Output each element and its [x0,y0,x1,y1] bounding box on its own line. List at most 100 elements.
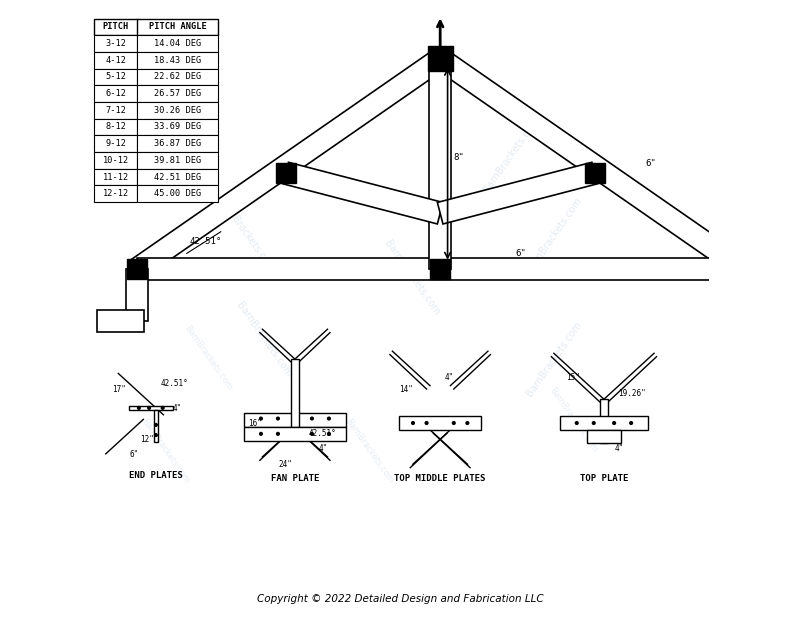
Bar [94,19,218,35]
Text: 11-12: 11-12 [102,172,129,182]
Text: 16": 16" [248,420,262,428]
Circle shape [259,433,262,435]
Bar [138,119,218,135]
Text: BarnBrackets.com: BarnBrackets.com [234,300,294,379]
Circle shape [412,421,414,425]
Polygon shape [131,49,446,278]
Text: 4": 4" [318,444,327,453]
Polygon shape [244,427,346,441]
Circle shape [592,421,595,425]
Text: 15": 15" [566,373,580,382]
Circle shape [154,423,158,426]
Text: END PLATES: END PLATES [129,472,182,480]
Text: 45.00 DEG: 45.00 DEG [154,189,201,198]
Polygon shape [138,258,743,280]
Text: 42.51°: 42.51° [190,237,222,245]
Text: 8-12: 8-12 [106,122,126,132]
Bar [138,69,218,85]
Bar [138,152,218,169]
Polygon shape [129,406,173,410]
Circle shape [148,407,150,409]
Bar [94,69,138,85]
Text: BarnBrackets.com: BarnBrackets.com [525,319,584,398]
Bar [138,135,218,152]
Text: 24": 24" [278,460,293,468]
Text: 3-12: 3-12 [106,39,126,48]
Polygon shape [154,410,158,442]
Circle shape [259,417,262,420]
Circle shape [466,421,469,425]
Circle shape [277,417,279,420]
Circle shape [138,407,140,409]
Bar [94,135,138,152]
Text: 30.26 DEG: 30.26 DEG [154,106,201,115]
Bar [428,46,453,71]
Bar [94,152,138,169]
Text: 9-12: 9-12 [106,139,126,148]
Polygon shape [434,49,750,278]
Bar [138,52,218,69]
Bar [733,259,753,279]
Circle shape [162,407,164,409]
Text: BarnBrackets.com: BarnBrackets.com [216,195,275,274]
Bar [138,85,218,102]
Bar [94,102,138,119]
Polygon shape [587,430,621,444]
Bar [94,185,138,202]
Circle shape [327,433,330,435]
Text: 42.51 DEG: 42.51 DEG [154,172,201,182]
Polygon shape [600,399,608,444]
Bar [138,35,218,52]
Polygon shape [97,310,143,332]
Text: 42.51°: 42.51° [161,379,188,388]
Bar [585,163,605,183]
Text: 19.26": 19.26" [618,389,646,397]
Text: BarnBrackets.com: BarnBrackets.com [382,239,442,318]
Bar [138,169,218,185]
Text: 12": 12" [140,435,154,444]
Text: BarnBrackets.com: BarnBrackets.com [139,417,191,485]
Polygon shape [429,59,451,269]
Bar [94,85,138,102]
Text: 4": 4" [445,373,454,382]
Circle shape [310,433,314,435]
Circle shape [310,417,314,420]
Bar [138,102,218,119]
Bar [276,163,295,183]
Text: 26.57 DEG: 26.57 DEG [154,89,201,98]
Text: 10-12: 10-12 [102,156,129,165]
Text: 4-12: 4-12 [106,56,126,65]
Text: BarnBrackets.com: BarnBrackets.com [182,324,234,392]
Polygon shape [438,163,598,224]
Text: TOP PLATE: TOP PLATE [580,475,628,483]
Circle shape [327,417,330,420]
Bar [127,259,147,279]
Text: 12-12: 12-12 [102,189,129,198]
Bar [94,35,138,52]
Text: 8": 8" [454,153,465,162]
Text: Copyright © 2022 Detailed Design and Fabrication LLC: Copyright © 2022 Detailed Design and Fab… [257,595,543,604]
Text: 4": 4" [614,444,624,453]
Bar [138,185,218,202]
Text: 14.04 DEG: 14.04 DEG [154,39,201,48]
Text: 33.69 DEG: 33.69 DEG [154,122,201,132]
Polygon shape [737,310,783,332]
Text: 6": 6" [645,159,656,168]
Polygon shape [560,417,648,430]
Circle shape [575,421,578,425]
Polygon shape [283,163,443,224]
Text: 5-12: 5-12 [106,72,126,82]
Bar [94,52,138,69]
Circle shape [453,421,455,425]
Circle shape [613,421,615,425]
Text: 6-12: 6-12 [106,89,126,98]
Text: 18.43 DEG: 18.43 DEG [154,56,201,65]
Text: PITCH ANGLE: PITCH ANGLE [149,22,206,32]
Text: BarnBrackets.com: BarnBrackets.com [547,386,598,454]
Text: FAN PLATE: FAN PLATE [270,475,319,483]
Text: PITCH: PITCH [102,22,129,32]
Text: TOP MIDDLE PLATES: TOP MIDDLE PLATES [394,475,486,483]
Text: BarnBrackets.com: BarnBrackets.com [343,417,395,485]
Text: 6": 6" [515,249,526,258]
Text: BarnBrackets.com: BarnBrackets.com [525,195,584,274]
